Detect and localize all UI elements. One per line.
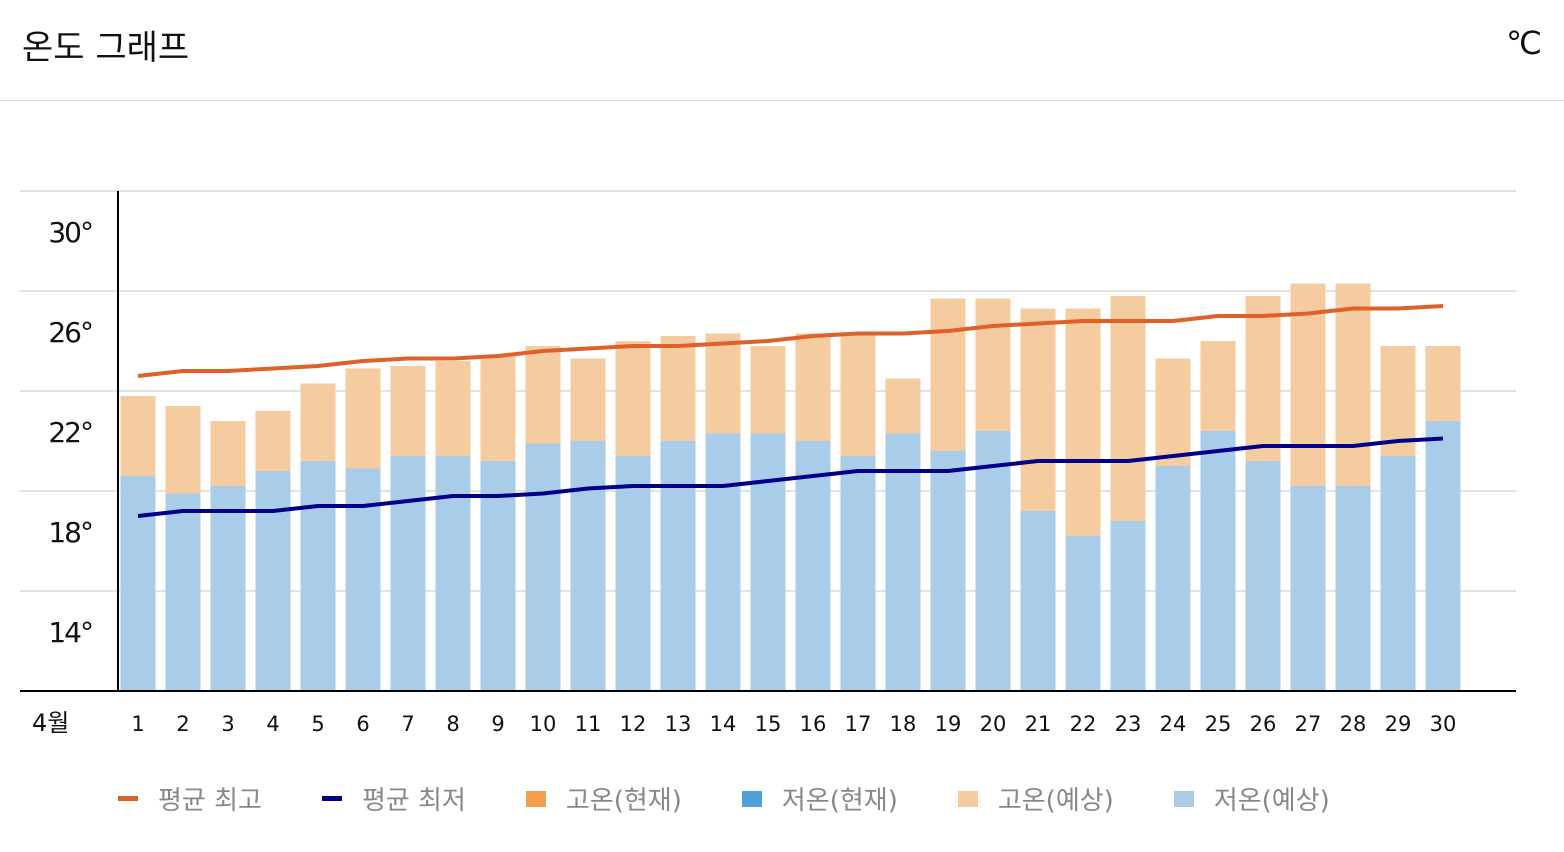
y-tick-label: 14° bbox=[48, 616, 92, 649]
x-tick-label: 5 bbox=[311, 712, 324, 736]
bar-low-forecast bbox=[345, 468, 381, 691]
x-tick-label: 26 bbox=[1250, 712, 1277, 736]
bar-low-forecast bbox=[840, 456, 876, 691]
x-tick-label: 17 bbox=[845, 712, 872, 736]
bar-low-forecast bbox=[1380, 456, 1416, 691]
bar-low-forecast bbox=[1065, 536, 1101, 691]
x-tick-label: 2 bbox=[176, 712, 189, 736]
y-tick-label: 22° bbox=[48, 416, 92, 449]
x-tick-label: 20 bbox=[980, 712, 1007, 736]
legend-swatch bbox=[118, 796, 138, 801]
legend-label: 저온(현재) bbox=[781, 786, 898, 816]
x-axis-label: 4월 bbox=[32, 709, 69, 737]
bar-low-forecast bbox=[1335, 486, 1371, 691]
bar-low-forecast bbox=[975, 431, 1011, 691]
bar-low-forecast bbox=[1155, 466, 1191, 691]
bar-low-forecast bbox=[930, 451, 966, 691]
x-tick-label: 9 bbox=[491, 712, 504, 736]
x-tick-label: 24 bbox=[1160, 712, 1187, 736]
x-tick-label: 21 bbox=[1025, 712, 1052, 736]
x-tick-label: 8 bbox=[446, 712, 459, 736]
page-title: 온도 그래프 bbox=[22, 28, 190, 68]
bar-low-forecast bbox=[570, 441, 606, 691]
x-tick-label: 27 bbox=[1295, 712, 1322, 736]
bar-low-forecast bbox=[435, 456, 471, 691]
legend-label: 평균 최고 bbox=[158, 786, 262, 816]
x-tick-label: 29 bbox=[1385, 712, 1412, 736]
legend-label: 평균 최저 bbox=[361, 786, 466, 816]
x-tick-label: 18 bbox=[890, 712, 917, 736]
bar-low-forecast bbox=[1425, 421, 1461, 691]
bar-low-forecast bbox=[1200, 431, 1236, 691]
bar-low-forecast bbox=[750, 433, 786, 691]
x-tick-label: 19 bbox=[935, 712, 962, 736]
bar-low-forecast bbox=[1245, 461, 1281, 691]
x-tick-label: 12 bbox=[620, 712, 647, 736]
bar-low-forecast bbox=[615, 456, 651, 691]
x-tick-label: 11 bbox=[575, 712, 602, 736]
bar-low-forecast bbox=[255, 471, 291, 691]
bar-low-forecast bbox=[120, 476, 156, 691]
chart-header: 온도 그래프 ℃ bbox=[0, 0, 1564, 101]
avg-high-line bbox=[137, 304, 1444, 378]
bar-low-forecast bbox=[885, 433, 921, 691]
x-tick-label: 13 bbox=[665, 712, 692, 736]
x-tick-label: 10 bbox=[530, 712, 557, 736]
x-tick-label: 25 bbox=[1205, 712, 1232, 736]
bar-low-forecast bbox=[300, 461, 336, 691]
x-tick-label: 16 bbox=[800, 712, 827, 736]
bar-low-forecast bbox=[705, 433, 741, 691]
y-tick-label: 30° bbox=[48, 216, 92, 249]
bar-low-forecast bbox=[1290, 486, 1326, 691]
bar-low-forecast bbox=[390, 456, 426, 691]
legend-item[interactable]: 고온(현재) bbox=[525, 780, 682, 817]
bar-low-forecast bbox=[660, 441, 696, 691]
x-tick-label: 1 bbox=[131, 712, 144, 736]
x-tick-label: 22 bbox=[1070, 712, 1097, 736]
bar-low-forecast bbox=[795, 441, 831, 691]
bar-low-forecast bbox=[165, 493, 201, 691]
x-tick-label: 28 bbox=[1340, 712, 1367, 736]
legend-swatch bbox=[1173, 790, 1194, 807]
x-tick-label: 6 bbox=[356, 712, 369, 736]
x-tick-label: 3 bbox=[221, 712, 234, 736]
legend-item[interactable]: 고온(예상) bbox=[957, 780, 1114, 817]
bar-low-forecast bbox=[1110, 521, 1146, 691]
x-tick-label: 23 bbox=[1115, 712, 1142, 736]
y-tick-label: 18° bbox=[48, 516, 92, 549]
legend-item[interactable]: 저온(예상) bbox=[1173, 780, 1330, 817]
legend: 평균 최고 평균 최저 고온(현재) 저온(현재) 고온(예상) 저온(예상) bbox=[118, 780, 1390, 817]
legend-item[interactable]: 평균 최고 bbox=[118, 780, 262, 817]
bar-low-forecast bbox=[210, 486, 246, 691]
bar-low-forecast bbox=[525, 443, 561, 691]
x-tick-label: 30 bbox=[1430, 712, 1457, 736]
x-tick-label: 7 bbox=[401, 712, 414, 736]
legend-item[interactable]: 저온(현재) bbox=[741, 780, 898, 817]
unit-label: ℃ bbox=[1506, 24, 1542, 62]
legend-label: 고온(현재) bbox=[565, 786, 682, 816]
legend-item[interactable]: 평균 최저 bbox=[321, 780, 466, 817]
avg-low-line bbox=[137, 436, 1444, 518]
y-tick-label: 26° bbox=[48, 316, 92, 349]
legend-swatch bbox=[321, 796, 342, 801]
legend-swatch bbox=[741, 790, 762, 807]
bar-low-forecast bbox=[1020, 511, 1056, 691]
legend-swatch bbox=[957, 790, 978, 807]
legend-label: 고온(예상) bbox=[997, 786, 1114, 816]
bar-low-forecast bbox=[480, 461, 516, 691]
legend-swatch bbox=[525, 790, 546, 807]
legend-label: 저온(예상) bbox=[1213, 786, 1330, 816]
x-tick-label: 15 bbox=[755, 712, 782, 736]
x-tick-label: 14 bbox=[710, 712, 737, 736]
x-tick-label: 4 bbox=[266, 712, 279, 736]
